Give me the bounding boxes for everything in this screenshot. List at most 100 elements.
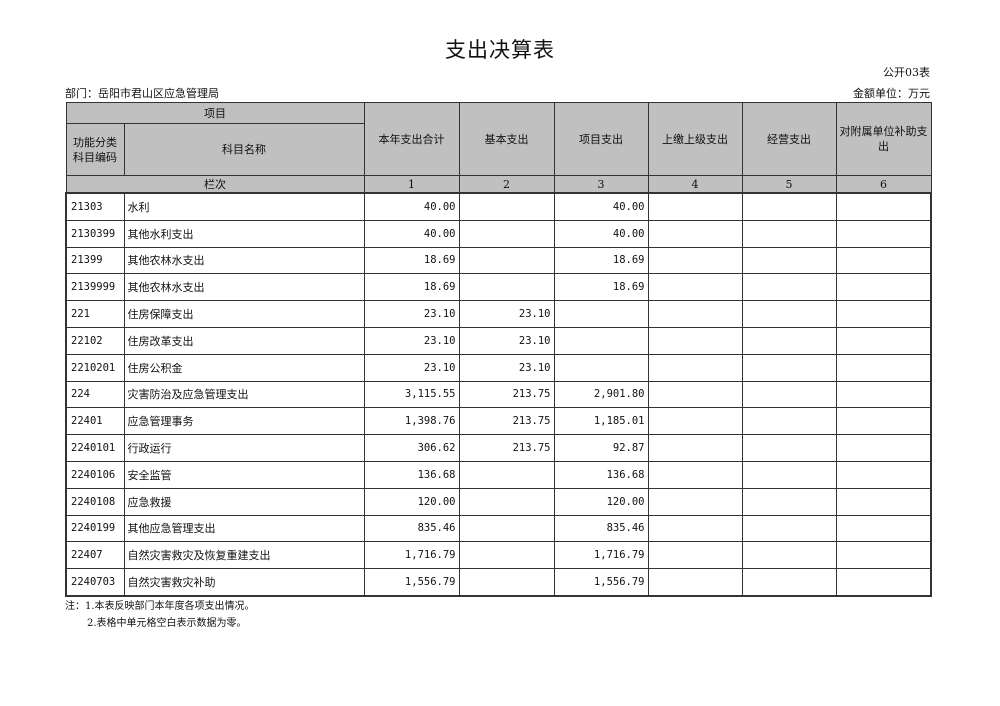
cell-name: 其他水利支出 (123, 219, 365, 248)
cell-col-1: 835.46 (363, 514, 460, 543)
cell-col-4 (647, 300, 743, 328)
cell-col-5 (741, 219, 837, 248)
header-seq-label: 栏次 (65, 175, 365, 194)
cell-col-1: 23.10 (363, 300, 460, 328)
cell-col-1: 18.69 (363, 273, 460, 302)
cell-name: 灾害防治及应急管理支出 (123, 380, 365, 409)
header-item: 项目 (65, 102, 365, 124)
cell-col-3: 92.87 (553, 434, 649, 462)
cell-col-3: 136.68 (553, 460, 649, 489)
cell-name: 其他农林水支出 (123, 273, 365, 302)
cell-col-1: 1,716.79 (363, 541, 460, 570)
header-seq: 1 (363, 175, 460, 194)
cell-col-3: 1,556.79 (553, 568, 649, 597)
cell-name: 住房改革支出 (123, 326, 365, 355)
cell-name: 安全监管 (123, 460, 365, 489)
table-row: 21399 其他农林水支出 18.69 18.69 (65, 246, 932, 275)
cell-code: 2240106 (65, 460, 125, 489)
table-row: 2130399 其他水利支出 40.00 40.00 (65, 219, 932, 248)
cell-col-3 (553, 300, 649, 328)
cell-code: 2240108 (65, 487, 125, 516)
cell-col-1: 306.62 (363, 434, 460, 462)
cell-col-1: 120.00 (363, 487, 460, 516)
table-row: 2210201 住房公积金 23.10 23.10 (65, 353, 932, 382)
cell-col-3: 1,716.79 (553, 541, 649, 570)
cell-col-3: 2,901.80 (553, 380, 649, 409)
cell-name: 住房保障支出 (123, 300, 365, 328)
cell-name: 应急管理事务 (123, 407, 365, 436)
note-2: 2.表格中单元格空白表示数据为零。 (87, 618, 247, 629)
table-row: 2240101 行政运行 306.62 213.75 92.87 (65, 434, 932, 462)
cell-name: 自然灾害救灾及恢复重建支出 (123, 541, 365, 570)
cell-col-2: 213.75 (458, 434, 555, 462)
cell-col-5 (741, 541, 837, 570)
cell-col-3: 835.46 (553, 514, 649, 543)
cell-col-5 (741, 407, 837, 436)
header-name: 科目名称 (123, 123, 365, 176)
cell-code: 2240101 (65, 434, 125, 462)
cell-col-4 (647, 434, 743, 462)
cell-col-5 (741, 273, 837, 302)
cell-col-2 (458, 192, 555, 221)
cell-col-2 (458, 246, 555, 275)
cell-col-2 (458, 487, 555, 516)
cell-col-6 (835, 273, 932, 302)
table-row: 224 灾害防治及应急管理支出 3,115.55 213.75 2,901.80 (65, 380, 932, 409)
cell-col-4 (647, 273, 743, 302)
cell-col-5 (741, 246, 837, 275)
cell-col-3 (553, 353, 649, 382)
cell-code: 2139999 (65, 273, 125, 302)
cell-col-1: 40.00 (363, 219, 460, 248)
header-col-5: 经营支出 (741, 102, 837, 176)
header-col-3: 项目支出 (553, 102, 649, 176)
cell-code: 21303 (65, 192, 125, 221)
department-label: 部门：岳阳市君山区应急管理局 (65, 87, 219, 100)
cell-col-6 (835, 326, 932, 355)
cell-col-1: 23.10 (363, 353, 460, 382)
cell-col-5 (741, 353, 837, 382)
cell-col-5 (741, 514, 837, 543)
cell-col-3: 18.69 (553, 273, 649, 302)
cell-code: 22407 (65, 541, 125, 570)
cell-col-4 (647, 326, 743, 355)
cell-col-2: 23.10 (458, 353, 555, 382)
header-seq: 6 (835, 175, 932, 194)
notes: 注：1.本表反映部门本年度各项支出情况。 2.表格中单元格空白表示数据为零。 (65, 598, 255, 632)
cell-code: 22102 (65, 326, 125, 355)
table-row: 2240199 其他应急管理支出 835.46 835.46 (65, 514, 932, 543)
cell-col-2: 23.10 (458, 326, 555, 355)
cell-col-2: 213.75 (458, 407, 555, 436)
header-col-6: 对附属单位补助支出 (835, 102, 932, 176)
cell-col-1: 23.10 (363, 326, 460, 355)
page-title: 支出决算表 (445, 38, 555, 62)
cell-col-4 (647, 380, 743, 409)
header-seq: 5 (741, 175, 837, 194)
expenditure-table: 项目 本年支出合计 基本支出 项目支出 上缴上级支出 经营支出 对附属单位补助支… (65, 102, 932, 597)
cell-name: 其他农林水支出 (123, 246, 365, 275)
cell-code: 2240199 (65, 514, 125, 543)
cell-col-2: 23.10 (458, 300, 555, 328)
cell-col-2: 213.75 (458, 380, 555, 409)
table-row: 22401 应急管理事务 1,398.76 213.75 1,185.01 (65, 407, 932, 436)
cell-name: 应急救援 (123, 487, 365, 516)
cell-col-1: 40.00 (363, 192, 460, 221)
cell-code: 221 (65, 300, 125, 328)
cell-col-3: 18.69 (553, 246, 649, 275)
cell-col-4 (647, 192, 743, 221)
cell-col-6 (835, 407, 932, 436)
cell-col-6 (835, 434, 932, 462)
cell-col-6 (835, 541, 932, 570)
cell-col-1: 18.69 (363, 246, 460, 275)
cell-col-4 (647, 514, 743, 543)
cell-col-5 (741, 326, 837, 355)
table-row: 21303 水利 40.00 40.00 (65, 192, 932, 221)
cell-col-4 (647, 219, 743, 248)
cell-col-2 (458, 273, 555, 302)
cell-code: 2130399 (65, 219, 125, 248)
cell-col-6 (835, 219, 932, 248)
header-seq: 2 (458, 175, 555, 194)
cell-col-6 (835, 246, 932, 275)
form-number: 公开03表 (883, 66, 930, 79)
cell-col-4 (647, 460, 743, 489)
table-row: 2240108 应急救援 120.00 120.00 (65, 487, 932, 516)
